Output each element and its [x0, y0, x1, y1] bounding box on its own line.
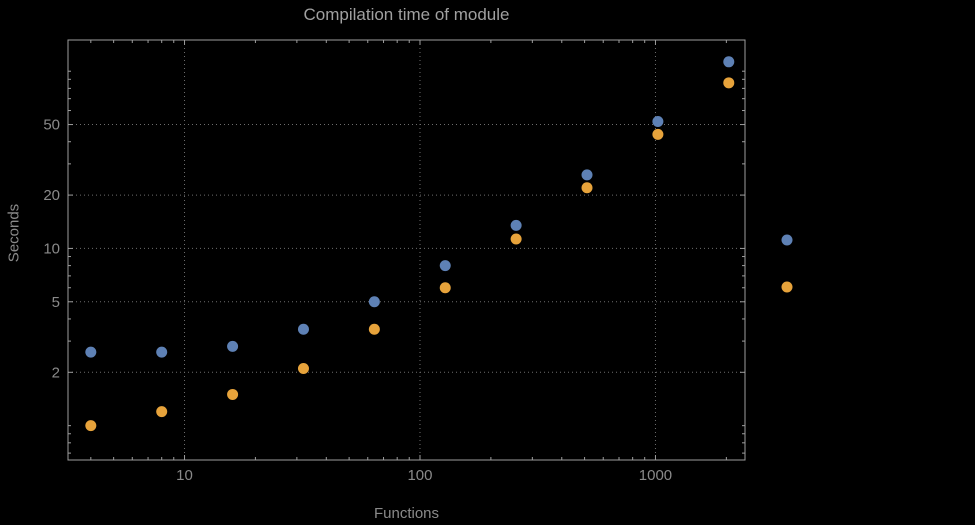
- point-series-orange: [652, 128, 664, 140]
- y-tick-label: 10: [43, 240, 60, 257]
- chart-title: Compilation time of module: [303, 5, 510, 24]
- point-series-orange: [227, 388, 239, 400]
- point-series-blue: [510, 219, 522, 231]
- point-series-orange: [581, 182, 593, 194]
- point-series-orange: [439, 282, 451, 294]
- x-tick-label: 1000: [639, 467, 672, 484]
- point-series-blue: [297, 323, 309, 335]
- y-tick-label: 5: [52, 294, 60, 311]
- point-series-orange: [368, 323, 380, 335]
- point-series-orange: [723, 77, 735, 89]
- point-series-blue: [85, 346, 97, 358]
- y-tick-label: 2: [52, 364, 60, 381]
- legend-marker-series-blue: [781, 234, 793, 246]
- point-series-orange: [156, 406, 168, 418]
- point-series-blue: [156, 346, 168, 358]
- point-series-orange: [297, 363, 309, 375]
- point-series-blue: [227, 340, 239, 352]
- plot-frame: [67, 39, 746, 461]
- point-series-blue: [723, 56, 735, 68]
- point-series-blue: [581, 169, 593, 181]
- point-series-blue: [652, 116, 664, 128]
- x-tick-label: 10: [176, 467, 193, 484]
- point-series-blue: [368, 296, 380, 308]
- x-tick-label: 100: [407, 467, 432, 484]
- x-axis-label: Functions: [373, 505, 440, 522]
- point-series-orange: [510, 233, 522, 245]
- y-tick-label: 20: [43, 187, 60, 204]
- y-tick-label: 50: [43, 117, 60, 134]
- legend-marker-series-orange: [781, 281, 793, 293]
- point-series-orange: [85, 420, 97, 432]
- point-series-blue: [439, 260, 451, 272]
